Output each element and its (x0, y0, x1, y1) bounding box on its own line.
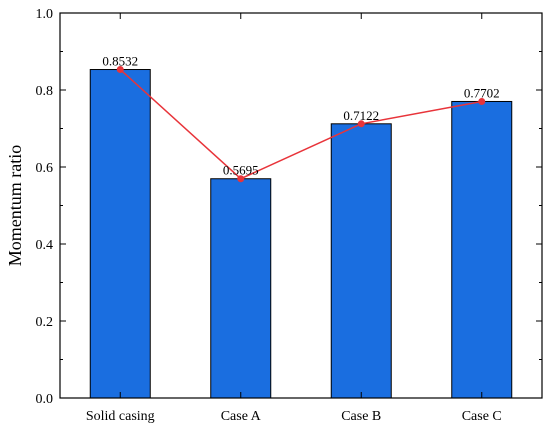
y-tick-label-3: 0.6 (36, 161, 54, 176)
bar-3 (451, 100, 513, 399)
line-marker-0 (116, 66, 124, 74)
y-tick-label-1: 0.2 (36, 315, 54, 330)
x-tick-label-3: Case C (462, 409, 502, 424)
y-tick-label-5: 1.0 (36, 7, 54, 22)
line-marker-1 (237, 175, 245, 183)
y-tick-label-0: 0.0 (36, 392, 54, 407)
axes-layer: 0.0 0.2 0.4 0.6 0.8 1.0 Solid casing Case A Case… (36, 7, 543, 424)
data-labels-layer: 0.8532 0.5695 0.7122 0.7702 (102, 54, 499, 178)
bar-0 (89, 69, 151, 399)
y-axis-title: Momentum ratio (5, 145, 25, 266)
y-tick-label-2: 0.4 (36, 238, 54, 253)
bar-2 (330, 123, 392, 399)
line-layer (116, 66, 486, 183)
series-line (119, 68, 482, 180)
line-marker-2 (357, 120, 365, 128)
data-label-3: 0.7702 (464, 85, 500, 100)
data-label-2: 0.7122 (343, 108, 379, 123)
x-tick-label-2: Case B (341, 409, 381, 424)
data-label-0: 0.8532 (102, 54, 138, 69)
x-tick-label-0: Solid casing (86, 409, 155, 424)
y-tick-label-4: 0.8 (36, 84, 54, 99)
bar-1 (210, 178, 272, 399)
bars-layer (89, 69, 513, 399)
line-marker-3 (478, 97, 486, 105)
x-tick-label-1: Case A (221, 409, 262, 424)
data-label-1: 0.5695 (223, 163, 259, 178)
